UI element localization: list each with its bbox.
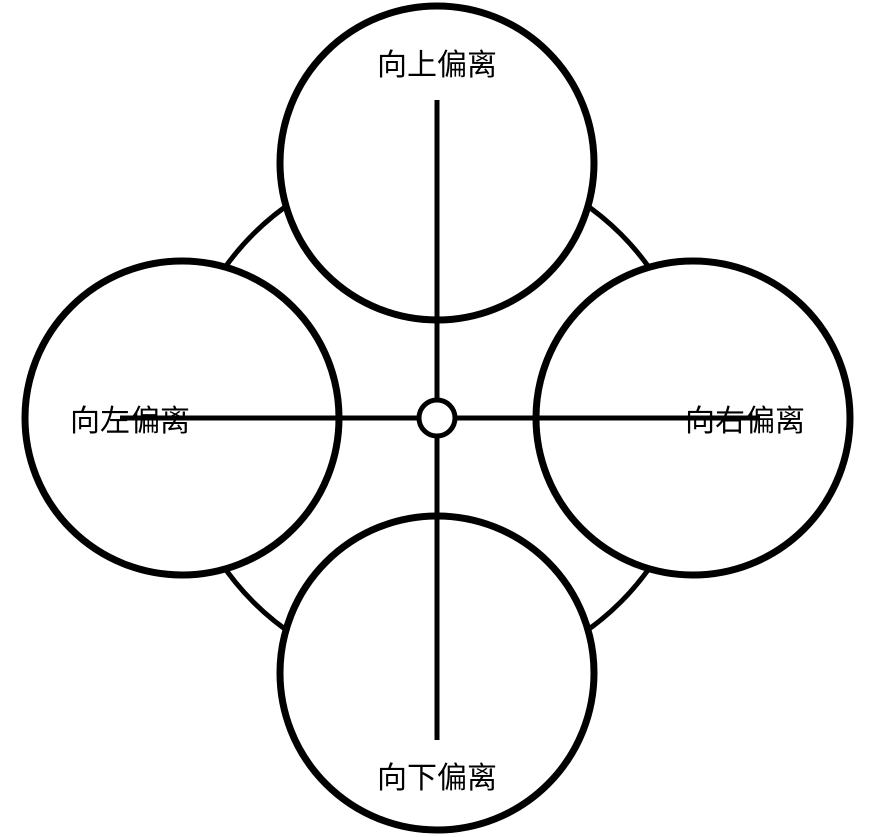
label-right: 向右偏离 bbox=[685, 396, 805, 440]
center-dot bbox=[419, 400, 455, 436]
label-bottom: 向下偏离 bbox=[377, 753, 497, 797]
label-left: 向左偏离 bbox=[70, 396, 190, 440]
label-top: 向上偏离 bbox=[377, 40, 497, 84]
